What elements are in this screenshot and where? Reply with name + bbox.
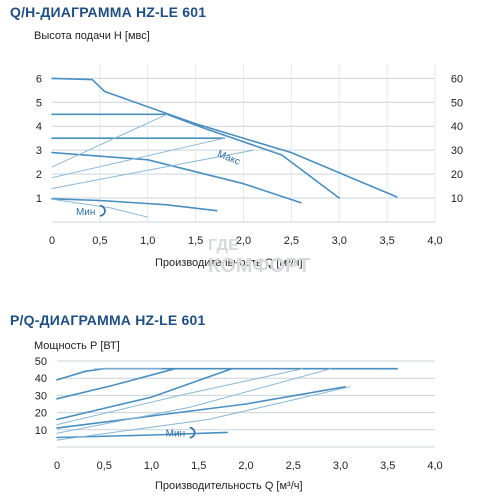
watermark-line2: КОМФОРТ <box>208 255 310 277</box>
watermark-line1: ГДЕ <box>208 237 239 254</box>
pq-y-axis-label: Мощность Р [ВТ] <box>34 340 120 352</box>
qh-x-axis-label: Производительность Q [м³/ч] <box>155 257 303 269</box>
max-annotation: Макс <box>216 149 242 168</box>
series-line-4 <box>51 198 218 212</box>
x-tick-label: 3,0 <box>333 460 348 472</box>
min-marker-icon <box>99 205 106 217</box>
min-marker-icon <box>189 426 196 439</box>
y-tick-label: 30 <box>35 390 47 402</box>
series-line-7 <box>51 149 254 189</box>
series-line-0 <box>56 367 399 381</box>
y-tick-label: 5 <box>36 97 42 109</box>
y-tick-label: 20 <box>35 408 47 420</box>
x-tick-label: 0,5 <box>92 235 107 247</box>
x-tick-label: 1,5 <box>191 460 206 472</box>
series-line-3 <box>51 151 302 204</box>
series-line-2 <box>56 367 233 421</box>
min-annotation: Мин <box>166 429 185 440</box>
x-tick-label: 0,5 <box>97 460 112 472</box>
series-line-8 <box>56 386 351 441</box>
qh-chart-title: Q/H-ДИАГРАММА HZ-LE 601 <box>10 4 207 20</box>
series-line-4 <box>56 431 228 439</box>
x-tick-label: 3,5 <box>379 235 394 247</box>
x-tick-label: 0 <box>49 235 55 247</box>
pq-x-axis-label: Производительность Q [м³/ч] <box>155 480 303 492</box>
watermark: ГДЕ КОМФОРТ <box>208 237 310 277</box>
y-tick-label: 1 <box>36 193 42 205</box>
y2-tick-label: 10 <box>451 193 463 205</box>
y-tick-label: 40 <box>35 373 47 385</box>
qh-chart: Q/H-ДИАГРАММА HZ-LE 601 Высота подачи Н … <box>10 4 303 269</box>
series-line-3 <box>56 385 347 429</box>
x-tick-label: 2,5 <box>286 460 301 472</box>
x-tick-label: 1,5 <box>188 235 203 247</box>
x-tick-label: 2,0 <box>236 235 251 247</box>
x-tick-label: 4,0 <box>427 235 442 247</box>
x-tick-label: 3,5 <box>380 460 395 472</box>
x-tick-label: 1,0 <box>140 235 155 247</box>
pq-chart-title: P/Q-ДИАГРАММА HZ-LE 601 <box>10 312 206 328</box>
y2-tick-label: 20 <box>451 169 463 181</box>
x-tick-label: 0 <box>54 460 60 472</box>
series-line-8 <box>51 198 149 218</box>
x-tick-label: 3,0 <box>332 235 347 247</box>
y2-tick-label: 40 <box>451 121 463 133</box>
series-line-7 <box>56 368 332 434</box>
y-tick-label: 3 <box>36 145 42 157</box>
y-tick-label: 50 <box>35 356 47 368</box>
y2-tick-label: 50 <box>451 97 463 109</box>
series-line-6 <box>51 137 225 179</box>
series-line-1 <box>56 367 176 400</box>
series-line-1 <box>51 113 341 199</box>
series-line-6 <box>56 368 304 426</box>
y-tick-label: 6 <box>36 73 42 85</box>
series-line-0 <box>51 77 398 198</box>
y-tick-label: 2 <box>36 169 42 181</box>
x-tick-label: 4,0 <box>427 460 442 472</box>
min-annotation: Мин <box>76 207 95 218</box>
y-tick-label: 4 <box>36 121 42 133</box>
y-tick-label: 10 <box>35 425 47 437</box>
series-line-5 <box>51 113 168 168</box>
y2-tick-label: 30 <box>451 145 463 157</box>
x-tick-label: 2,5 <box>284 235 299 247</box>
x-tick-label: 1,0 <box>144 460 159 472</box>
chart-1-plot: 10 20 30 40 50 0 0,5 1,0 1,5 2,0 2,5 3,0 3,5 4,0 Мин <box>35 356 443 472</box>
y2-tick-label: 60 <box>451 73 463 85</box>
x-tick-label: 2,0 <box>238 460 253 472</box>
qh-y-axis-label: Высота подачи Н [мвс] <box>34 30 150 42</box>
